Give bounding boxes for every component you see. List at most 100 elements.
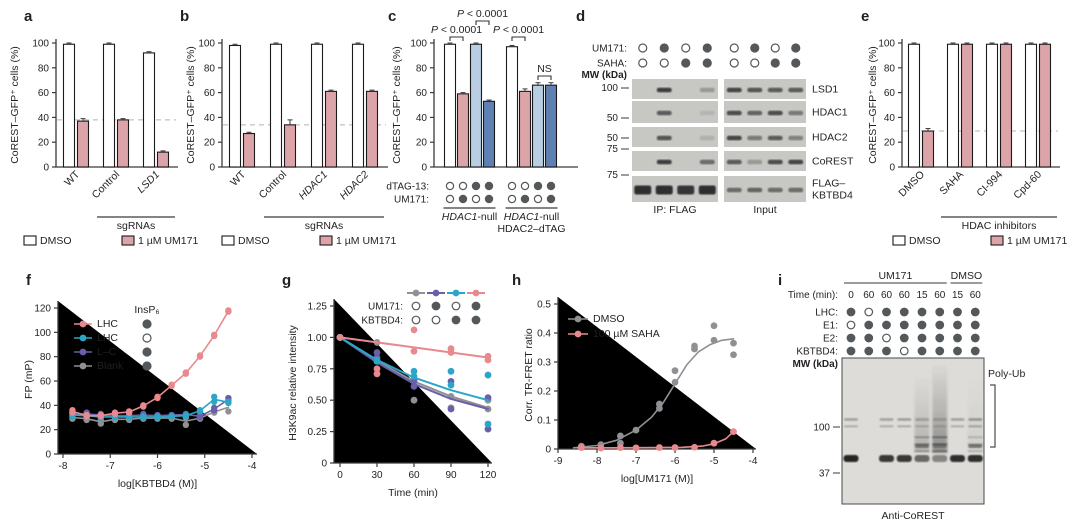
- filled-dot: [520, 194, 530, 204]
- data-point: [671, 378, 679, 386]
- filled-dot: [471, 301, 481, 311]
- legend-marker: [574, 330, 582, 338]
- y-tick-label: 0.50: [308, 396, 328, 407]
- data-point: [597, 444, 605, 452]
- p-value: P < 0.0001: [431, 24, 482, 36]
- upper-band: [897, 418, 912, 421]
- panel-g-label: g: [282, 272, 292, 289]
- data-point: [140, 403, 147, 410]
- filled-dot: [702, 58, 712, 68]
- filled-dot: [451, 315, 461, 325]
- gel-box-ip: [632, 101, 718, 123]
- open-dot: [899, 346, 909, 356]
- open-dot: [846, 320, 856, 330]
- bar-1 µM UM171: [1038, 43, 1052, 168]
- x-tick-label: -6: [671, 456, 680, 467]
- filled-dot: [935, 333, 945, 343]
- series-line: [339, 336, 489, 359]
- filled-dot: [864, 346, 874, 356]
- ladder-band: [914, 436, 930, 439]
- data-point: [154, 393, 161, 401]
- legend-swatch: [221, 235, 235, 246]
- time-value: 60: [881, 290, 893, 301]
- filled-dot: [882, 320, 891, 330]
- filled-dot: [899, 333, 909, 343]
- x-axis-title: log[UM171 (M)]: [621, 473, 693, 485]
- open-dot: [882, 333, 891, 343]
- open-dot: [411, 315, 421, 325]
- panel-f-label: f: [26, 272, 31, 289]
- y-tick-label: 0.1: [537, 416, 551, 427]
- treatment-header: UM171: [878, 270, 912, 282]
- group-label: HDAC2–dTAG: [497, 223, 565, 235]
- data-point: [632, 426, 640, 434]
- mw-label: 50: [607, 113, 619, 124]
- filled-dot: [846, 346, 856, 356]
- legend-label: Blank: [97, 360, 124, 372]
- data-point: [97, 411, 105, 419]
- x-category-label: WT: [228, 168, 248, 188]
- group-label: HDAC1-null: [442, 211, 497, 223]
- upper-band: [844, 418, 858, 421]
- mw-label: 100: [813, 423, 830, 434]
- band: [747, 110, 763, 116]
- data-point: [632, 444, 640, 452]
- main-band: [879, 455, 894, 462]
- legend-label: L–C: [97, 346, 117, 358]
- filled-dot: [458, 194, 468, 204]
- open-dot: [729, 58, 739, 68]
- bar-DMSO: [62, 43, 76, 168]
- bar: [544, 84, 558, 168]
- data-point: [97, 420, 105, 427]
- ladder-band: [914, 450, 930, 453]
- y-tick-label: 0.75: [308, 364, 328, 375]
- poly-ub-smear: [914, 378, 930, 452]
- y-tick-label: 20: [38, 138, 50, 149]
- y-tick-label: 0: [209, 163, 215, 174]
- gel-box-input: [724, 101, 806, 123]
- upper-band: [968, 418, 983, 421]
- dot-row-label: UM171:: [394, 195, 429, 206]
- x-category-label: SAHA: [937, 169, 966, 198]
- x-category-label: HDAC1: [296, 169, 330, 203]
- y-tick-label: 0: [45, 450, 51, 461]
- filled-dot: [970, 307, 980, 317]
- x-category-label: CI-994: [974, 169, 1005, 200]
- band: [747, 135, 763, 141]
- blot-caption: Anti-CoREST: [881, 510, 945, 522]
- mw-label: 75: [607, 144, 619, 155]
- bar-DMSO: [269, 43, 283, 168]
- filled-dot: [953, 346, 962, 356]
- open-dot: [142, 333, 152, 343]
- y-tick-label: 0.25: [308, 427, 328, 438]
- gel-box-ip: [632, 79, 718, 99]
- data-point: [691, 342, 698, 350]
- x-tick-label: -8: [59, 461, 68, 472]
- band: [788, 135, 804, 141]
- open-dot: [520, 181, 530, 191]
- x-axis-title: log[KBTBD4 (M)]: [118, 478, 197, 490]
- legend-header: InsP₆: [134, 304, 159, 316]
- band: [656, 159, 672, 165]
- band: [788, 187, 804, 193]
- y-tick-label: 60: [40, 377, 52, 388]
- filled-dot: [681, 58, 691, 68]
- open-dot: [770, 43, 780, 53]
- band: [726, 87, 742, 93]
- y-tick-label: 100: [32, 39, 49, 50]
- data-point: [691, 443, 698, 451]
- data-point: [484, 425, 492, 433]
- upper-band: [879, 425, 894, 428]
- blot-row-label: CoREST: [812, 156, 854, 168]
- data-point: [410, 382, 418, 390]
- filled-dot: [970, 333, 980, 343]
- panel-i-label: i: [778, 272, 783, 289]
- upper-band: [932, 418, 947, 421]
- gel-box-ip: [632, 127, 718, 147]
- main-band: [967, 455, 983, 462]
- filled-dot: [846, 307, 856, 317]
- data-point: [211, 407, 218, 414]
- legend-swatch: [990, 235, 1004, 246]
- main-band: [896, 455, 912, 462]
- legend-swatch: [121, 235, 135, 246]
